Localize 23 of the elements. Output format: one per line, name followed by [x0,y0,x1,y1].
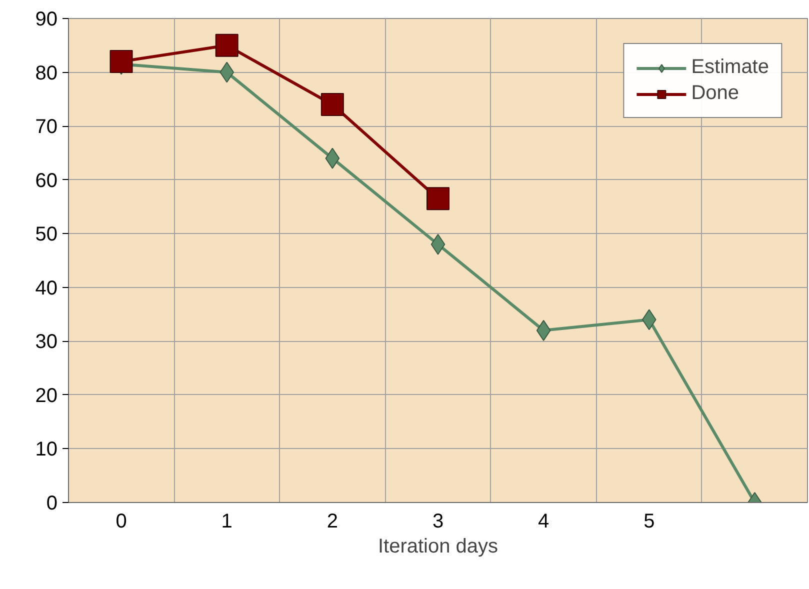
point [320,93,344,116]
x-tick-label: 0 [116,510,127,532]
x-axis-title: Iteration days [378,536,498,558]
point [110,50,133,74]
y-tick-label: 60 [35,170,58,192]
y-tick-label: 20 [35,384,58,407]
y-tick-label: 0 [46,492,58,514]
y-tick-label: 40 [35,277,58,300]
y-tick-label: 90 [35,8,58,30]
y-tick-label: 10 [35,438,58,461]
x-tick-label: 1 [221,510,232,532]
x-tick-label: 3 [432,510,444,532]
point [426,187,450,210]
x-tick-label: 4 [538,510,550,532]
legend-label: Estimate [691,56,769,79]
y-tick-label: 70 [35,116,58,138]
x-tick-label: 5 [644,510,655,532]
y-tick-label: 30 [35,331,58,354]
point [215,34,238,57]
x-tick-label: 2 [326,510,338,532]
y-tick-label: 50 [35,224,58,246]
y-tick-label: 80 [35,62,58,84]
legend-label: Done [691,82,739,105]
